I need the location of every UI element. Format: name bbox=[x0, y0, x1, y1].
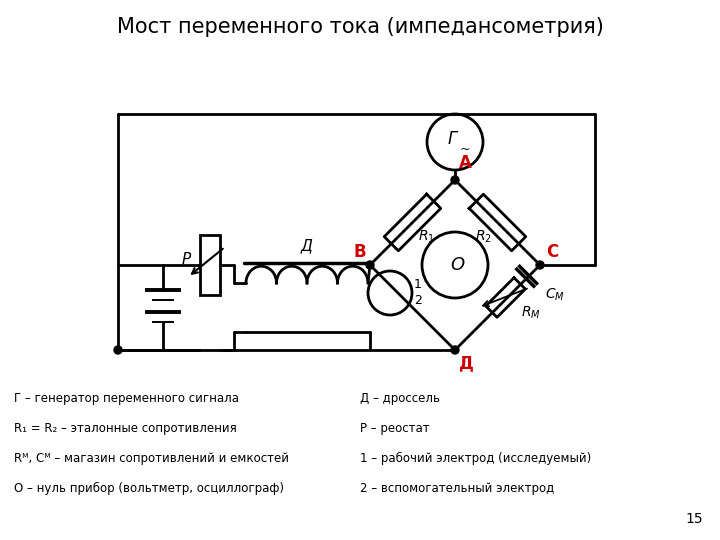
Text: 15: 15 bbox=[685, 512, 703, 526]
Text: Д – дроссель: Д – дроссель bbox=[360, 392, 440, 405]
Text: В: В bbox=[354, 243, 366, 261]
Text: О – нуль прибор (вольтметр, осциллограф): О – нуль прибор (вольтметр, осциллограф) bbox=[14, 482, 284, 495]
Text: Мост переменного тока (импедансометрия): Мост переменного тока (импедансометрия) bbox=[117, 17, 603, 37]
Circle shape bbox=[114, 346, 122, 354]
Text: 1: 1 bbox=[414, 279, 422, 292]
Text: 1 – рабочий электрод (исследуемый): 1 – рабочий электрод (исследуемый) bbox=[360, 452, 591, 465]
Bar bbox=[200, 235, 220, 295]
Circle shape bbox=[451, 346, 459, 354]
Text: $R_M$: $R_M$ bbox=[521, 305, 541, 321]
Text: ~: ~ bbox=[460, 143, 470, 156]
Text: 2: 2 bbox=[414, 294, 422, 307]
Text: 2 – вспомогательный электрод: 2 – вспомогательный электрод bbox=[360, 482, 554, 495]
Text: $C_M$: $C_M$ bbox=[545, 287, 565, 303]
Text: С: С bbox=[546, 243, 558, 261]
Circle shape bbox=[536, 261, 544, 269]
Text: А: А bbox=[459, 154, 472, 172]
Circle shape bbox=[451, 176, 459, 184]
Text: Р – реостат: Р – реостат bbox=[360, 422, 430, 435]
Text: Rᴹ, Cᴹ – магазин сопротивлений и емкостей: Rᴹ, Cᴹ – магазин сопротивлений и емкосте… bbox=[14, 452, 289, 465]
Text: R₁ = R₂ – эталонные сопротивления: R₁ = R₂ – эталонные сопротивления bbox=[14, 422, 237, 435]
Text: О: О bbox=[450, 256, 464, 274]
Text: $R_2$: $R_2$ bbox=[475, 228, 492, 245]
Text: $R_1$: $R_1$ bbox=[418, 228, 435, 245]
Text: Д: Д bbox=[301, 238, 313, 253]
Text: Д: Д bbox=[459, 354, 474, 372]
Circle shape bbox=[366, 261, 374, 269]
Text: Г: Г bbox=[447, 130, 456, 148]
Text: Г – генератор переменного сигнала: Г – генератор переменного сигнала bbox=[14, 392, 239, 405]
Text: Р: Р bbox=[181, 252, 191, 267]
